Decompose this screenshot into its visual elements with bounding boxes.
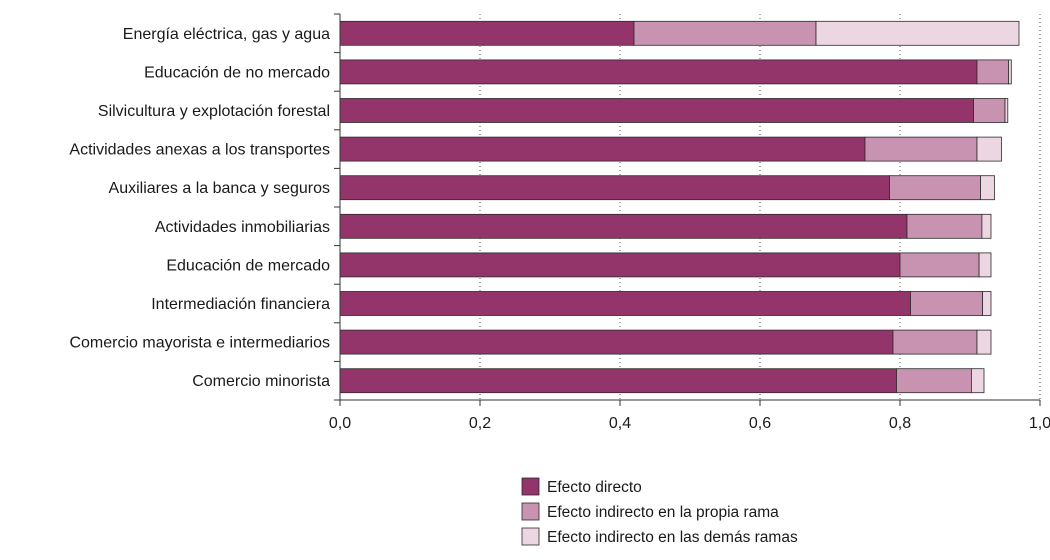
bar-segment-2 [910, 291, 983, 316]
category-label: Auxiliares a la banca y seguros [109, 180, 330, 197]
bar-segment-3 [815, 20, 1020, 46]
category-label: Comercio mayorista e intermediarios [69, 335, 330, 352]
bar-segment-1 [339, 368, 897, 394]
bar-segment-3 [976, 136, 1002, 162]
bar-segment-1 [339, 291, 911, 316]
bar-segment-2 [976, 59, 1009, 85]
bar-segment-1 [339, 213, 908, 239]
category-label: Actividades anexas a los transportes [69, 142, 330, 159]
bar-segment-2 [889, 175, 981, 201]
axes [334, 13, 1041, 406]
bar-segment-2 [906, 213, 983, 239]
bar-segment-3 [982, 291, 992, 316]
bar-segment-2 [896, 368, 972, 394]
bar-segment-1 [339, 98, 974, 123]
bar-segment-1 [339, 136, 866, 162]
bar-segment-1 [339, 329, 894, 355]
legend-label: Efecto indirecto en la propia rama [547, 504, 779, 521]
x-tick-label: 0,4 [609, 415, 631, 432]
legend-swatch [521, 527, 540, 546]
category-label: Educación de mercado [166, 257, 330, 274]
bar-segment-2 [633, 20, 817, 46]
x-tick-label: 0,2 [469, 415, 491, 432]
legend-label: Efecto indirecto en las demás ramas [547, 529, 798, 546]
bar-segment-1 [339, 175, 890, 201]
legend: Efecto directo Efecto indirecto en la pro… [521, 477, 798, 546]
legend-label: Efecto directo [547, 479, 642, 496]
category-labels: Energía eléctrica, gas y agua Educación d… [69, 26, 330, 390]
bar-segment-2 [973, 98, 1006, 123]
legend-swatch [521, 477, 540, 496]
bar-segment-1 [339, 20, 635, 46]
category-label: Energía eléctrica, gas y agua [123, 26, 330, 43]
category-label: Actividades inmobiliarias [155, 219, 330, 236]
category-label: Intermediación financiera [151, 296, 330, 313]
x-tick-labels: 0,0 0,2 0,4 0,6 0,8 1,0 [329, 415, 1050, 432]
category-label: Comercio minorista [192, 373, 330, 390]
bar-segment-2 [892, 329, 978, 355]
bar-segment-3 [1008, 59, 1012, 85]
bar-segment-1 [339, 59, 978, 85]
x-tick-label: 0,6 [749, 415, 771, 432]
bar-segment-3 [978, 252, 992, 278]
category-label: Silvicultura y explotación forestal [98, 103, 330, 120]
bar-segment-2 [864, 136, 978, 162]
x-tick-label: 1,0 [1029, 415, 1050, 432]
bar-segment-1 [339, 252, 901, 278]
bar-groups [339, 20, 1020, 394]
bar-segment-3 [976, 329, 992, 355]
bar-segment-2 [899, 252, 980, 278]
legend-swatch [521, 502, 540, 521]
category-label: Educación de no mercado [144, 64, 330, 81]
bar-segment-3 [981, 213, 992, 239]
bar-segment-3 [1004, 98, 1009, 123]
bar-segment-3 [980, 175, 995, 201]
x-tick-label: 0,0 [329, 415, 351, 432]
bar-segment-3 [971, 368, 985, 394]
x-tick-label: 0,8 [889, 415, 911, 432]
